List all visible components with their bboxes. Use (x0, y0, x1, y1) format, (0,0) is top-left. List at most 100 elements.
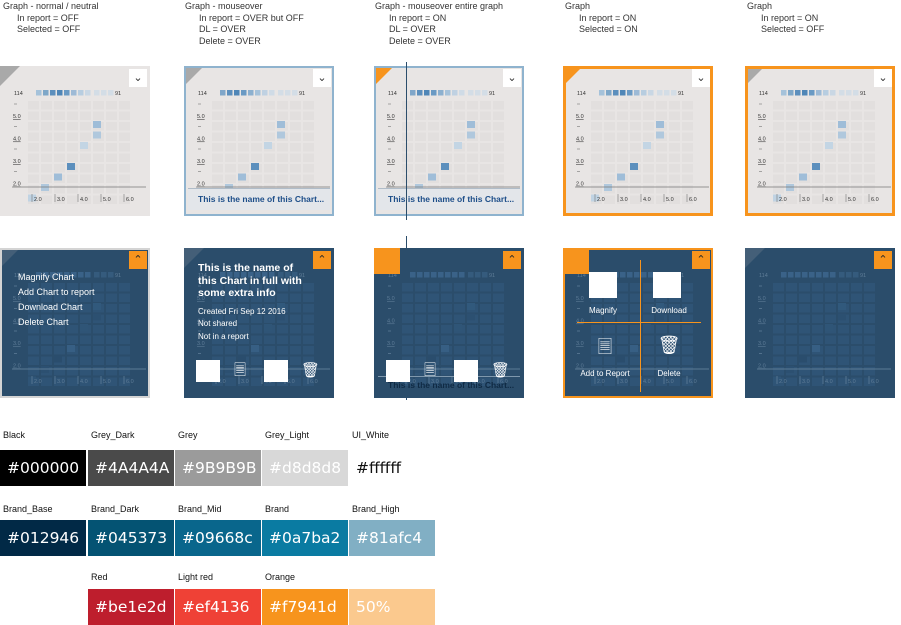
heatmap-bg-cell (643, 164, 654, 173)
legend-swatch (823, 90, 829, 96)
heatmap-bg-cell (80, 174, 91, 183)
chevron-up-icon[interactable]: ⌃ (313, 251, 331, 269)
heatmap-bg-cell (786, 283, 797, 292)
heatmap-cell (238, 173, 246, 181)
legend-max-label: 91 (115, 273, 121, 279)
chevron-down-icon[interactable]: ⌄ (874, 69, 892, 87)
legend-swatch (285, 90, 291, 96)
chevron-down-icon[interactable]: ⌄ (313, 69, 331, 87)
heatmap-bg-cell (799, 132, 810, 141)
heatmap-bg-cell (773, 335, 784, 344)
state-label-mouseover-entire: Graph - mouseover entire graph In report… (375, 1, 503, 47)
chevron-up-icon[interactable]: ⌃ (874, 251, 892, 269)
heatmap-bg-cell (799, 335, 810, 344)
heatmap-bg-cell (630, 195, 641, 204)
swatch-name: Brand_Dark (91, 504, 140, 514)
selection-square[interactable] (374, 248, 400, 274)
heatmap-bg-cell (41, 111, 52, 120)
heatmap-bg-cell (251, 153, 262, 162)
heatmap-bg-cell (825, 195, 836, 204)
chart-name-strip[interactable]: This is the name of this Chart... (188, 188, 330, 210)
y-tick-label: 4.0 (758, 137, 766, 143)
chart-card-quad-menu[interactable]: 114 91 5.0 4.0 3.0 2.0 2.0 3.0 4.0 5.0 6.0 ⌃ Magni… (563, 248, 713, 398)
heatmap-cell (604, 184, 612, 191)
heatmap-bg-cell (454, 293, 465, 302)
trash-icon[interactable]: 🗑 (657, 335, 681, 355)
heatmap-bg-cell (643, 111, 654, 120)
y-tick-label: 2.0 (576, 182, 584, 188)
heatmap-bg-cell (786, 314, 797, 323)
chart-name-strip[interactable]: This is the name of this Chart... (378, 188, 520, 210)
magnify-button[interactable] (589, 272, 617, 298)
add-to-report-label[interactable]: Add to Report (580, 369, 630, 378)
download-button[interactable] (454, 360, 478, 382)
delete-label[interactable]: Delete (657, 369, 681, 378)
heatmap-bg-cell (454, 174, 465, 183)
heatmap-bg-cell (851, 304, 862, 313)
legend-swatch (846, 272, 852, 278)
chart-name-strip[interactable]: This is the name of this Chart... (378, 376, 520, 398)
chevron-down-icon[interactable]: ⌄ (692, 69, 710, 87)
heatmap-bg-cell (669, 346, 680, 355)
menu-item-delete[interactable]: Delete Chart (18, 317, 69, 327)
heatmap-bg-cell (617, 304, 628, 313)
heatmap-bg-cell (415, 132, 426, 141)
heatmap-bg-cell (825, 283, 836, 292)
heatmap-bg-cell (106, 153, 117, 162)
heatmap-bg-cell (669, 356, 680, 365)
chevron-down-icon[interactable]: ⌄ (503, 69, 521, 87)
card-corner-fold (186, 68, 204, 86)
heatmap-cell (277, 131, 285, 139)
heatmap-bg-cell (402, 174, 413, 183)
chevron-up-icon[interactable]: ⌃ (129, 251, 147, 269)
heatmap-bg-cell (303, 325, 314, 334)
chart-name: This is the name of this Chart... (388, 194, 515, 204)
heatmap-bg-cell (786, 174, 797, 183)
trash-icon[interactable]: 🗑 (491, 362, 511, 379)
heatmap-cell (93, 303, 101, 310)
heatmap-bg-cell (41, 335, 52, 344)
chevron-up-icon[interactable]: ⌃ (503, 251, 521, 269)
chart-card-normal[interactable]: 114 91 5.0 4.0 3.0 2.0 2.0 3.0 4.0 5.0 6.0 ⌄ (0, 66, 150, 216)
legend-swatch (78, 90, 84, 96)
chart-card-menu-open[interactable]: 114 91 5.0 4.0 3.0 2.0 2.0 3.0 4.0 5.0 6.0 ⌃ Magni… (0, 248, 150, 398)
chart-card-selected[interactable]: 114 91 5.0 4.0 3.0 2.0 2.0 3.0 4.0 5.0 6.0 ⌄ (563, 66, 713, 216)
download-label[interactable]: Download (651, 306, 687, 315)
menu-item-download[interactable]: Download Chart (18, 302, 83, 312)
heatmap-bg-cell (441, 132, 452, 141)
notepad-icon[interactable]: 🗏 (597, 337, 613, 357)
chart-card-collapsed[interactable]: 114 91 5.0 4.0 3.0 2.0 2.0 3.0 4.0 5.0 6.0 ⌃ (745, 248, 895, 398)
magnify-button[interactable] (386, 360, 410, 382)
legend-swatch (795, 272, 801, 278)
menu-item-add-to-report[interactable]: Add Chart to report (18, 287, 95, 297)
selection-square[interactable] (565, 250, 589, 274)
chart-card-in-report[interactable]: 114 91 5.0 4.0 3.0 2.0 2.0 3.0 4.0 5.0 6.0 ⌄ (745, 66, 895, 216)
chevron-down-icon[interactable]: ⌄ (129, 69, 147, 87)
chart-name: This is the name of this Chart... (198, 194, 325, 204)
heatmap-bg-cell (669, 185, 680, 194)
heatmap-bg-cell (93, 164, 104, 173)
heatmap-bg-cell (838, 356, 849, 365)
magnify-button[interactable] (196, 360, 220, 382)
heatmap-bg-cell (643, 122, 654, 131)
chevron-up-icon[interactable]: ⌃ (692, 251, 710, 269)
legend-swatch (641, 90, 647, 96)
notepad-icon[interactable]: 🗏 (233, 362, 247, 379)
notepad-icon[interactable]: 🗏 (423, 362, 437, 379)
heatmap-bg-cell (93, 356, 104, 365)
download-button[interactable] (264, 360, 288, 382)
heatmap-bg-cell (591, 304, 602, 313)
magnify-label[interactable]: Magnify (588, 306, 617, 315)
heatmap-bg-cell (604, 101, 615, 110)
download-button[interactable] (653, 272, 681, 298)
trash-icon[interactable]: 🗑 (301, 362, 321, 379)
heatmap-bg-cell (303, 132, 314, 141)
heatmap-bg-cell (54, 367, 65, 376)
menu-item-magnify[interactable]: Magnify Chart (18, 272, 75, 282)
x-tick-label: 4.0 (454, 379, 462, 385)
legend-swatch (830, 272, 836, 278)
